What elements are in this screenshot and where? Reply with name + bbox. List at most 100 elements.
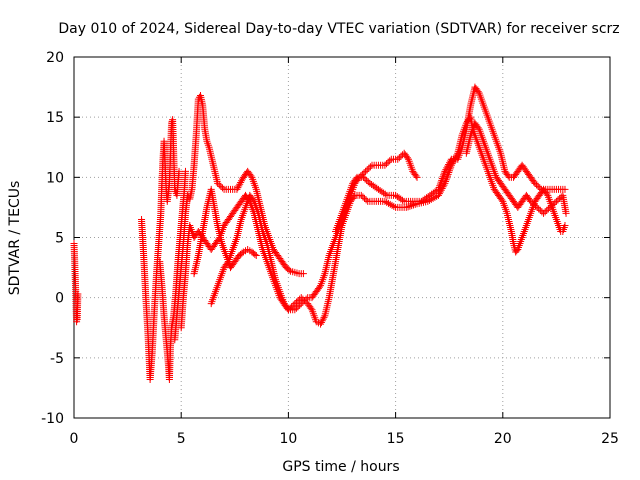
data-point [445, 169, 453, 177]
data-point [412, 172, 420, 180]
data-point [398, 196, 406, 204]
data-point [552, 197, 560, 205]
data-point [223, 259, 231, 267]
data-point [352, 175, 360, 183]
data-point [363, 166, 371, 174]
data-point [291, 300, 299, 308]
data-point [536, 184, 544, 192]
y-tick-label: 20 [46, 50, 64, 66]
y-tick-label: -10 [41, 411, 64, 427]
data-point [533, 181, 541, 189]
data-point [534, 182, 542, 190]
data-point [300, 297, 308, 305]
data-point [360, 169, 368, 177]
data-point [317, 320, 325, 328]
data-point [214, 179, 222, 187]
chart-title: Day 010 of 2024, Sidereal Day-to-day VTE… [58, 21, 619, 37]
x-tick-label: 20 [494, 431, 512, 447]
data-point [443, 174, 451, 182]
data-point [390, 202, 398, 210]
data-point [546, 203, 554, 211]
data-point [358, 170, 366, 178]
data-point [442, 176, 450, 184]
data-point [439, 173, 447, 181]
data-point [365, 164, 373, 172]
data-point [286, 304, 294, 312]
data-point [438, 176, 446, 184]
data-point [474, 88, 482, 96]
data-point [382, 160, 390, 168]
data-point [362, 167, 370, 175]
data-point [535, 205, 543, 213]
data-point [366, 163, 374, 171]
data-point [350, 193, 358, 201]
y-tick-label: 5 [55, 231, 64, 247]
data-point [409, 201, 417, 209]
x-tick-label: 25 [601, 431, 619, 447]
data-point [320, 313, 328, 321]
x-tick-label: 0 [70, 431, 79, 447]
data-point [386, 157, 394, 165]
data-point [446, 157, 454, 165]
axis-ticks: 0 5 10 15 20 25 -10 -5 0 5 10 15 20 [41, 50, 619, 447]
data-point [307, 304, 315, 312]
data-point [554, 196, 562, 204]
data-point [288, 303, 296, 311]
data-point [541, 208, 549, 216]
data-point [359, 173, 367, 181]
data-point [252, 252, 260, 260]
data-point [292, 298, 300, 306]
data-point [284, 306, 292, 314]
data-point [297, 300, 305, 308]
data-point [438, 175, 446, 183]
data-point [381, 197, 389, 205]
data-point [544, 205, 552, 213]
data-point [381, 161, 389, 169]
data-point [315, 283, 323, 291]
data-point [440, 181, 448, 189]
data-point [357, 191, 365, 199]
data-point [238, 249, 246, 257]
data-point [291, 306, 299, 314]
data-point [384, 199, 392, 207]
data-point [294, 297, 302, 305]
y-tick-label: 0 [55, 291, 64, 307]
y-tick-label: 10 [46, 170, 64, 186]
data-point [548, 202, 556, 210]
y-tick-label: -5 [50, 351, 64, 367]
y-tick-label: 15 [46, 110, 64, 126]
data-point [297, 294, 305, 302]
data-point [403, 154, 411, 162]
data-point [299, 295, 307, 303]
data-point [436, 182, 444, 190]
data-point [528, 199, 536, 207]
data-point [381, 190, 389, 198]
data-point [543, 206, 551, 214]
data-point [215, 181, 223, 189]
data-points [70, 83, 570, 383]
data-point [530, 200, 538, 208]
data-point [395, 154, 403, 162]
data-point [408, 202, 416, 210]
data-point [319, 315, 327, 323]
data-point [531, 179, 539, 187]
data-point [442, 178, 450, 186]
data-point [440, 171, 448, 179]
data-point [440, 169, 448, 177]
data-point [498, 196, 506, 204]
data-point [363, 176, 371, 184]
data-point [285, 266, 293, 274]
data-point [292, 304, 300, 312]
data-point [218, 184, 226, 192]
data-point [527, 197, 535, 205]
data-point [543, 190, 551, 198]
data-point [531, 202, 539, 210]
data-point [413, 173, 421, 181]
data-point [388, 201, 396, 209]
data-point [444, 170, 452, 178]
x-tick-label: 5 [177, 431, 186, 447]
data-point [513, 247, 521, 255]
data-point [406, 202, 414, 210]
data-point [561, 221, 569, 229]
x-axis-label: GPS time / hours [282, 459, 399, 475]
